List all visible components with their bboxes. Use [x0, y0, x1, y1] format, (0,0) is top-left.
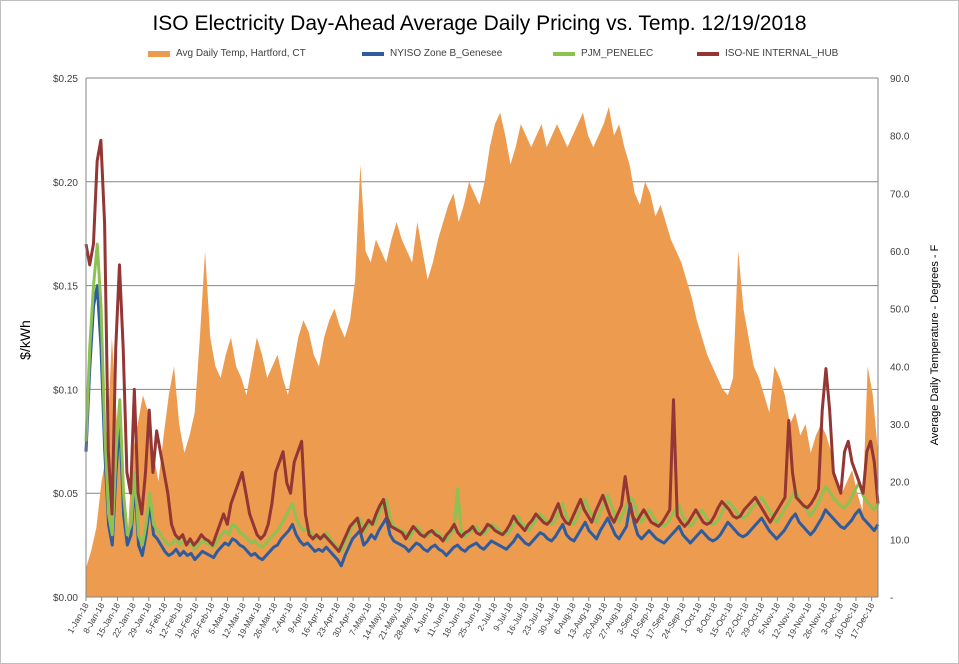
y2-tick-label: 60.0 — [890, 247, 910, 258]
y-tick-label: $0.10 — [53, 385, 78, 396]
legend-swatch-pjm — [553, 52, 575, 56]
series-line-nyiso — [84, 284, 880, 568]
y2-tick-label: 10.0 — [890, 535, 910, 546]
y2-tick-label: 20.0 — [890, 478, 910, 489]
y-tick-label: $0.20 — [53, 178, 78, 189]
y2-tick-label: 50.0 — [890, 305, 910, 316]
legend-swatch-temperature — [148, 51, 170, 57]
y2-tick-label: 80.0 — [890, 132, 910, 143]
legend-label-nyiso: NYISO Zone B_Genesee — [390, 48, 503, 59]
temperature-area-layer — [86, 106, 878, 597]
legend: Avg Daily Temp, Hartford, CT NYISO Zone … — [0, 48, 959, 64]
y2-tick-label: 30.0 — [890, 420, 910, 431]
legend-label-pjm: PJM_PENELEC — [581, 48, 654, 59]
legend-label-temperature: Avg Daily Temp, Hartford, CT — [176, 48, 306, 59]
price-lines-layer — [84, 138, 880, 568]
y2-axis-label: Average Daily Temperature - Degrees - F — [929, 244, 941, 445]
legend-swatch-isone — [697, 52, 719, 56]
series-area-temperature — [86, 106, 878, 597]
y2-tick-label: 70.0 — [890, 189, 910, 200]
y-axis-label: $/kWh — [17, 320, 33, 360]
y-tick-label: $0.00 — [53, 593, 78, 604]
y-tick-label: $0.15 — [53, 282, 78, 293]
y2-tick-label: 90.0 — [890, 74, 910, 85]
y-tick-label: $0.25 — [53, 74, 78, 85]
legend-swatch-nyiso — [362, 52, 384, 56]
legend-label-isone: ISO-NE INTERNAL_HUB — [725, 48, 839, 59]
y-tick-label: $0.05 — [53, 489, 78, 500]
y2-tick-label: 40.0 — [890, 362, 910, 373]
chart-title: ISO Electricity Day-Ahead Average Daily … — [152, 12, 807, 35]
series-line-isone — [84, 138, 880, 553]
y2-tick-label: - — [890, 593, 893, 604]
